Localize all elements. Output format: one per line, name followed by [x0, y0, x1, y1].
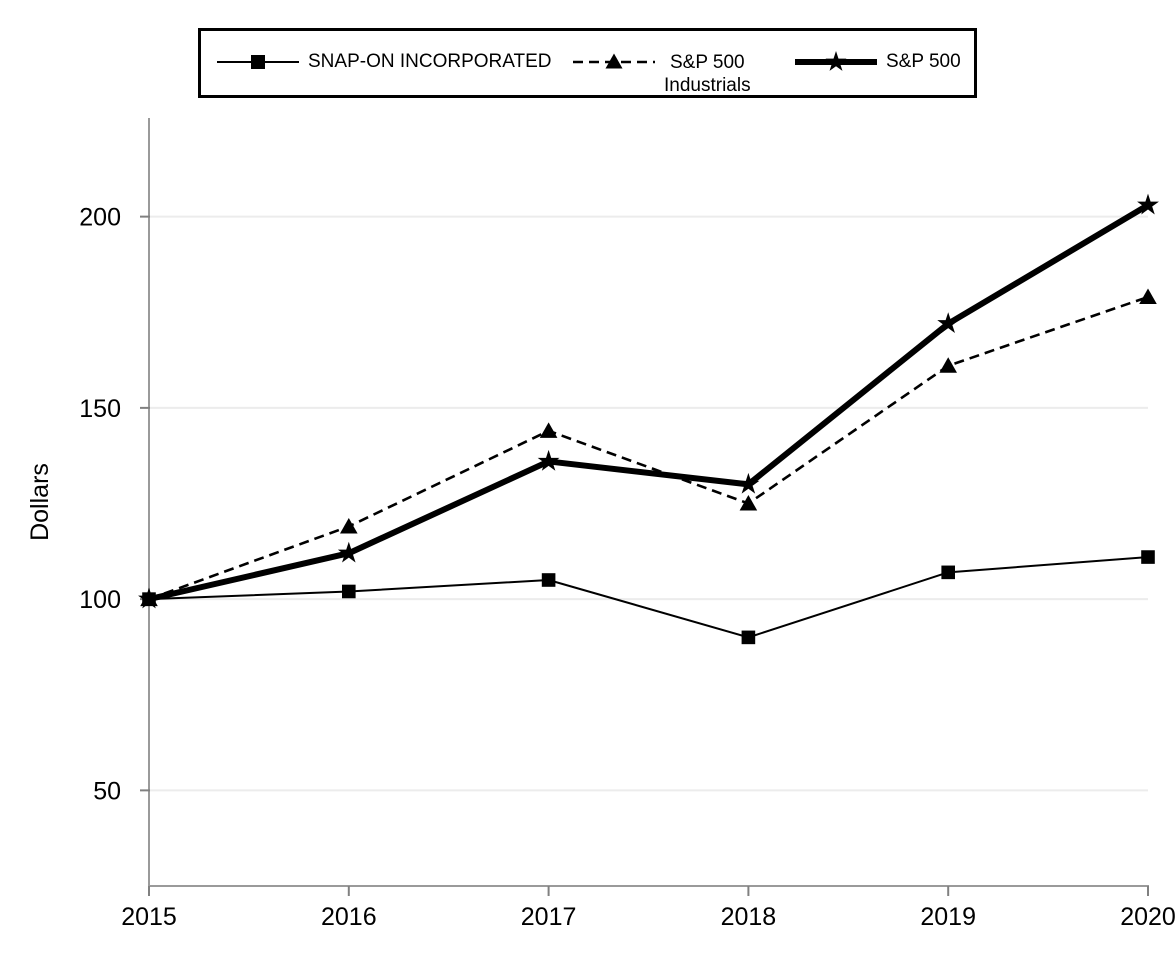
x-tick-label: 2017 — [521, 903, 577, 931]
x-tick-label: 2015 — [121, 903, 177, 931]
marker-star-s-p-500 — [337, 541, 360, 563]
thin-line-square-marker-icon — [217, 55, 299, 69]
y-tick-label: 150 — [79, 395, 121, 423]
marker-triangle-s-p-500-industrials — [739, 495, 758, 511]
marker-square-snap-on-incorporated — [941, 565, 955, 580]
marker-triangle-s-p-500-industrials — [1139, 288, 1157, 304]
marker-square-snap-on-incorporated — [1141, 550, 1155, 564]
series-line-snap-on-incorporated — [148, 556, 1149, 639]
y-axis-title: Dollars — [26, 463, 54, 541]
legend-item-sp500-industrials: S&P 500 Industrials — [573, 50, 751, 97]
thick-line-star-marker-icon — [795, 51, 877, 71]
legend-label-sp500: S&P 500 — [886, 51, 961, 72]
marker-square-snap-on-incorporated — [741, 630, 756, 645]
marker-star-s-p-500 — [1137, 193, 1159, 215]
x-tick-label: 2018 — [721, 903, 777, 931]
marker-star-s-p-500 — [937, 312, 960, 334]
marker-star-s-p-500 — [537, 449, 560, 471]
marker-square-snap-on-incorporated — [142, 592, 156, 606]
x-tick-label: 2020 — [1120, 903, 1176, 931]
y-tick-label: 100 — [79, 586, 121, 614]
y-tick-label: 50 — [93, 777, 121, 805]
chart-legend: SNAP-ON INCORPORATED S&P 500 Industrials… — [198, 28, 977, 98]
legend-item-snap-on: SNAP-ON INCORPORATED — [217, 50, 552, 74]
marker-square-snap-on-incorporated — [541, 573, 556, 587]
marker-triangle-s-p-500-industrials — [340, 517, 358, 534]
legend-label-sp500-industrials: S&P 500 Industrials — [664, 52, 751, 96]
legend-label-snap-on: SNAP-ON INCORPORATED — [308, 51, 552, 72]
marker-triangle-s-p-500-industrials — [939, 357, 957, 373]
series-line-s-p-500-industrials — [148, 295, 1149, 601]
marker-triangle-s-p-500-industrials — [539, 422, 558, 438]
marker-square-snap-on-incorporated — [342, 584, 356, 599]
marker-star-s-p-500 — [737, 472, 760, 494]
dashed-line-triangle-marker-icon — [573, 53, 655, 69]
y-tick-label: 200 — [79, 204, 121, 232]
legend-item-sp500: S&P 500 — [795, 50, 961, 74]
x-tick-label: 2019 — [920, 903, 976, 931]
series-line-s-p-500 — [148, 202, 1150, 603]
x-tick-label: 2016 — [321, 903, 377, 931]
